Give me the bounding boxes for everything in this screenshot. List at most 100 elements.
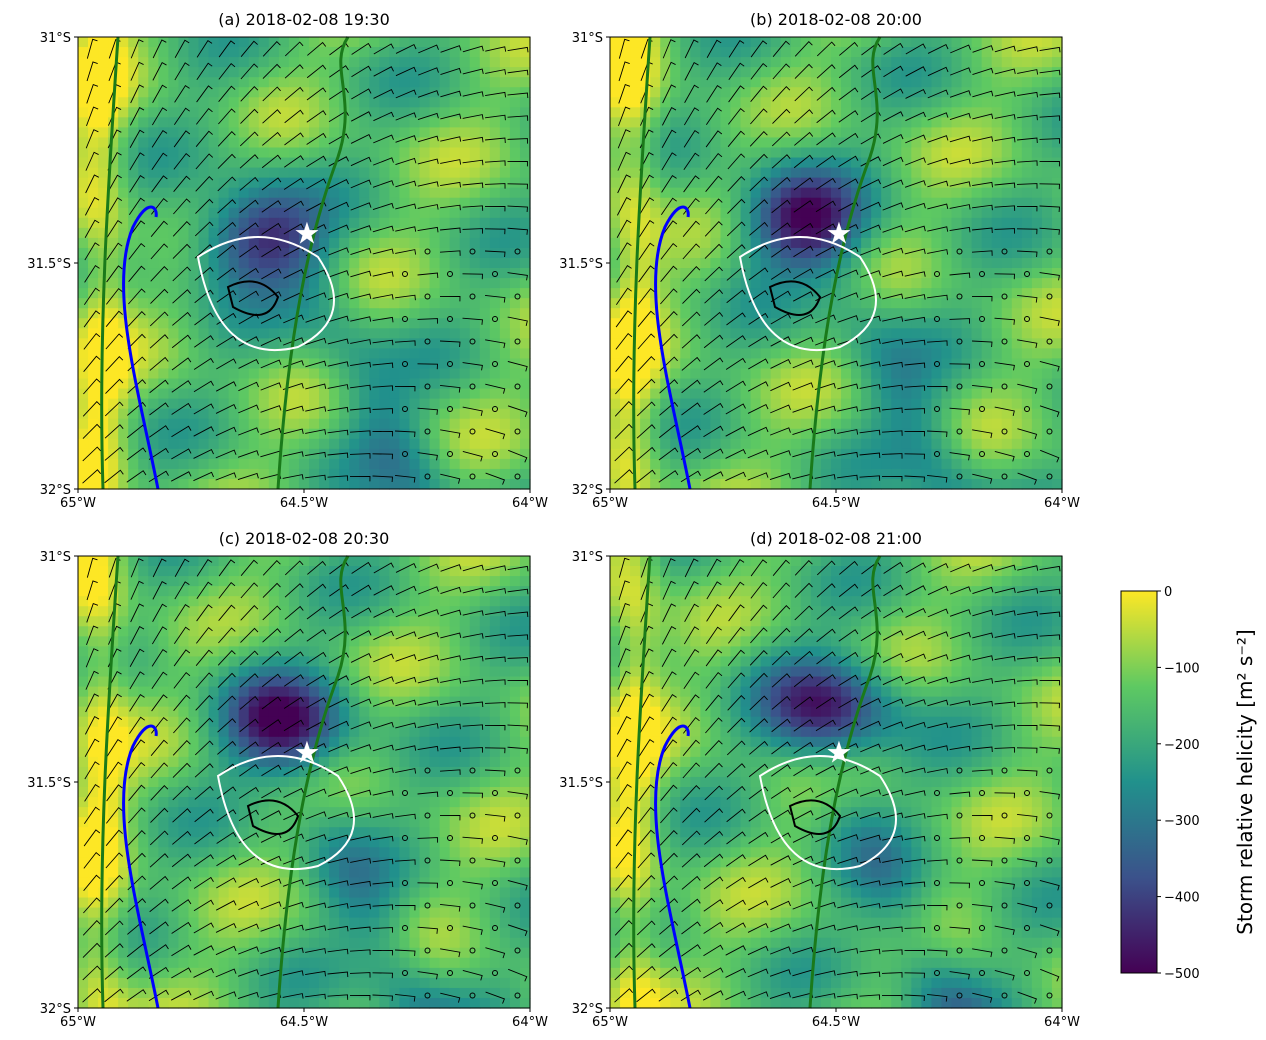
field-cell [199,37,210,48]
field-cell [369,459,380,470]
field-cell [490,258,501,269]
field-cell [700,238,711,249]
field-cell [450,409,461,420]
field-cell [831,419,842,430]
field-cell [982,158,993,169]
field-cell [901,47,912,58]
field-cell [1022,208,1033,219]
field-cell [78,988,89,999]
field-cell [1022,127,1033,138]
field-cell [962,439,973,450]
field-cell [831,479,842,490]
field-cell [98,137,109,148]
field-cell [168,97,179,108]
field-cell [982,57,993,68]
field-cell [409,168,420,179]
field-cell [480,248,491,259]
field-cell [78,797,89,808]
field-cell [78,268,89,279]
field-cell [88,767,99,778]
field-cell [128,67,139,78]
field-cell [420,409,431,420]
field-cell [1032,188,1043,199]
field-cell [359,288,370,299]
field-cell [841,188,852,199]
field-cell [761,429,772,440]
field-cell [851,479,862,490]
field-cell [440,178,451,189]
field-cell [349,37,360,48]
field-cell [690,47,701,58]
field-cell [1052,348,1063,359]
field-cell [911,258,922,269]
field-cell [88,817,99,828]
field-cell [1012,168,1023,179]
field-cell [720,298,731,309]
field-cell [791,178,802,189]
field-cell [269,158,280,169]
field-cell [851,57,862,68]
field-cell [710,208,721,219]
field-cell [349,469,360,480]
field-cell [430,248,441,259]
field-cell [520,258,531,269]
field-cell [972,399,983,410]
field-cell [660,419,671,430]
field-cell [379,77,390,88]
field-cell [199,419,210,430]
field-cell [88,757,99,768]
field-cell [520,328,531,339]
field-cell [88,857,99,868]
field-cell [399,77,410,88]
field-cell [289,469,300,480]
field-cell [339,439,350,450]
field-cell [470,158,481,169]
field-cell [168,47,179,58]
field-cell [751,439,762,450]
field-cell [409,318,420,329]
field-cell [319,278,330,289]
field-cell [219,87,230,98]
field-cell [78,338,89,349]
field-cell [952,208,963,219]
field-cell [209,358,220,369]
field-cell [339,188,350,199]
field-cell [430,107,441,118]
field-cell [168,107,179,118]
field-cell [620,338,631,349]
field-cell [480,87,491,98]
field-cell [78,439,89,450]
field-cell [339,409,350,420]
field-cell [389,67,400,78]
field-cell [700,419,711,430]
field-cell [791,188,802,199]
field-cell [881,419,892,430]
field-cell [1012,97,1023,108]
field-cell [630,389,641,400]
field-cell [369,117,380,128]
field-cell [239,188,250,199]
field-cell [1002,389,1013,400]
field-cell [720,278,731,289]
field-cell [148,389,159,400]
field-cell [349,389,360,400]
field-cell [409,268,420,279]
field-cell [821,409,832,420]
field-cell [500,258,511,269]
field-cell [911,208,922,219]
field-cell [78,238,89,249]
field-cell [118,37,129,48]
field-cell [1012,117,1023,128]
field-cell [640,479,651,490]
field-cell [259,137,270,148]
field-cell [339,328,350,339]
field-cell [841,168,852,179]
field-cell [500,399,511,410]
field-cell [108,208,119,219]
field-cell [399,379,410,390]
field-cell [1002,308,1013,319]
field-cell [430,399,441,410]
field-cell [1022,459,1033,470]
field-cell [389,389,400,400]
field-cell [78,228,89,239]
